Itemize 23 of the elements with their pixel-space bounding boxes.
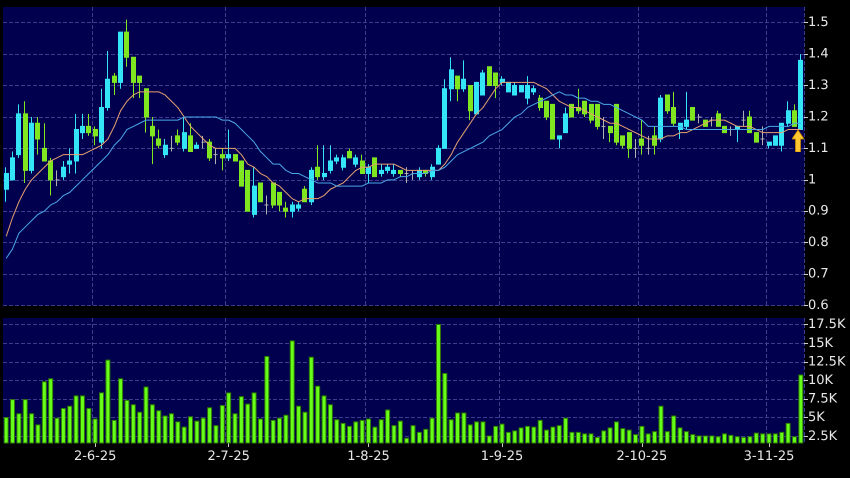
y-tick-label: 0.9 [808,204,829,219]
y-tick-label: 0.6 [808,298,829,313]
x-tick-label: 3-11-25 [744,449,794,464]
y-tick-label: 12.5K [808,354,846,370]
y-tick-label: 15K [808,336,834,351]
y-tick-label: 1.2 [808,109,829,124]
y-tick-label: 1 [808,172,816,188]
y-tick-label: 5K [808,410,826,426]
y-tick-label: 1.5 [808,15,829,30]
y-tick-label: 17.5K [808,317,846,332]
y-tick-label: 1.4 [808,46,829,62]
y-tick-label: 0.7 [808,266,829,282]
x-tick-label: 1-9-25 [480,449,524,464]
y-tick-label: 0.8 [808,235,829,250]
x-tick-label: 2-10-25 [616,449,668,464]
x-tick-label: 1-8-25 [347,449,390,464]
x-tick-label: 2-6-25 [74,449,116,464]
y-tick-label: 1.3 [808,78,829,94]
y-tick-label: 10K [808,373,834,388]
x-tick-label: 2-7-25 [207,449,250,464]
y-tick-label: 7.5K [808,392,838,407]
y-tick-label: 2.5K [808,428,838,444]
y-tick-label: 1.1 [808,140,829,156]
